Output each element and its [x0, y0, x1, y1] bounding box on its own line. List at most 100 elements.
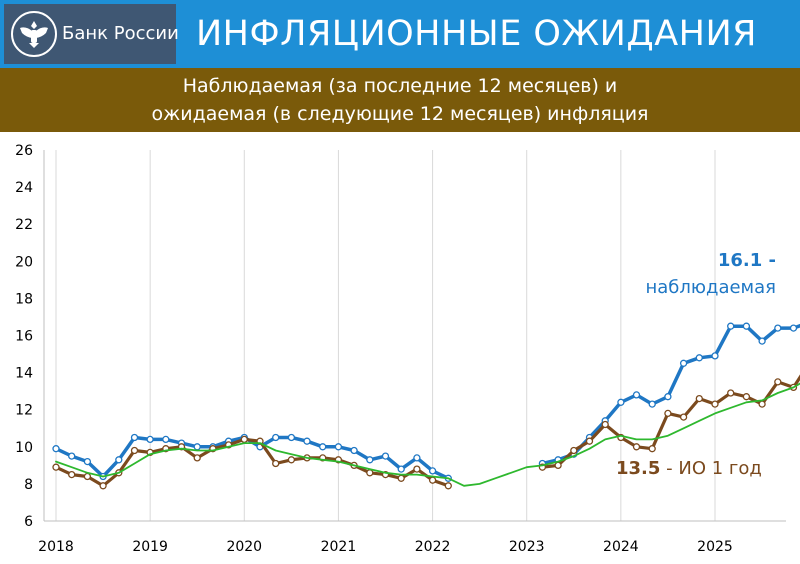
series-0-point-47 — [789, 324, 798, 332]
expected-value-label: 13.5 — [616, 458, 660, 479]
series-1-point-43 — [727, 389, 735, 397]
series-1-point-12 — [240, 435, 248, 444]
chart-series — [52, 322, 800, 490]
series-0-point-44 — [742, 322, 751, 330]
series-1-point-42 — [711, 400, 719, 408]
series-1-point-32 — [554, 461, 562, 470]
y-tick-label-12: 12 — [15, 403, 33, 419]
series-0-point-20 — [366, 456, 374, 464]
series-1-point-22 — [397, 474, 405, 482]
series-0-point-7 — [162, 435, 170, 444]
x-tick-label-2023: 2023 — [509, 539, 545, 555]
series-1-point-39 — [664, 409, 672, 418]
x-tick-label-2025: 2025 — [697, 539, 733, 555]
header-bar: Банк России ИНФЛЯЦИОННЫЕ ОЖИДАНИЯ — [0, 0, 800, 68]
series-0-point-4 — [115, 456, 123, 464]
series-1-point-33 — [570, 446, 578, 455]
series-0-point-0 — [52, 445, 60, 453]
subtitle-line-2: ожидаемая (в следующие 12 месяцев) инфля… — [151, 103, 649, 125]
series-0-point-37 — [632, 391, 641, 399]
series-1-point-37 — [632, 443, 641, 451]
series-0-point-39 — [664, 393, 672, 401]
y-tick-label-16: 16 — [15, 329, 33, 345]
series-0-point-45 — [758, 337, 766, 345]
series-1-point-23 — [413, 465, 421, 473]
series-0-point-1 — [68, 452, 76, 460]
series-1-point-3 — [99, 482, 107, 490]
series-1-point-46 — [774, 378, 782, 386]
subtitle-line-1: Наблюдаемая (за последние 12 месяцев) и — [182, 75, 618, 97]
logo-text: Банк России — [62, 23, 179, 44]
x-tick-label-2022: 2022 — [415, 539, 451, 555]
series-0-point-46 — [774, 324, 782, 332]
series-0-point-5 — [130, 433, 139, 442]
series-1-point-14 — [272, 459, 280, 468]
svg-text:13.5 - ИО 1 год: 13.5 - ИО 1 год — [616, 458, 762, 479]
series-0-point-21 — [381, 452, 390, 460]
series-1-point-9 — [193, 454, 201, 462]
x-tick-label-2024: 2024 — [603, 539, 639, 555]
series-1-point-25 — [444, 482, 452, 490]
y-tick-label-26: 26 — [15, 143, 33, 159]
y-tick-label-8: 8 — [24, 477, 33, 493]
series-0-point-38 — [648, 400, 656, 408]
series-0-point-18 — [334, 443, 343, 451]
series-0-point-36 — [617, 398, 625, 406]
series-1-point-24 — [428, 476, 437, 484]
series-0-point-41 — [695, 354, 703, 362]
y-tick-label-10: 10 — [15, 440, 33, 456]
series-0-point-42 — [711, 352, 719, 360]
series-1-point-34 — [585, 437, 594, 445]
expected-series-label: - ИО 1 год — [660, 458, 761, 479]
chart-annotations: 16.1 - наблюдаемая 13.5 - ИО 1 год — [616, 250, 776, 479]
series-1-point-35 — [601, 420, 609, 429]
series-0-point-9 — [193, 443, 201, 451]
chart-background — [0, 132, 800, 560]
series-0-point-16 — [303, 437, 311, 445]
series-1-point-15 — [287, 456, 296, 464]
series-0-point-19 — [350, 446, 358, 455]
series-0-point-40 — [679, 359, 688, 367]
series-1-point-20 — [366, 469, 374, 477]
series-0-point-14 — [272, 433, 280, 442]
series-1-point-40 — [679, 413, 688, 421]
x-tick-label-2018: 2018 — [38, 539, 74, 555]
series-1-point-44 — [742, 393, 751, 401]
x-tick-label-2019: 2019 — [132, 539, 168, 555]
bank-logo: Банк России — [4, 4, 179, 64]
series-0-point-23 — [413, 454, 421, 462]
y-tick-label-18: 18 — [15, 291, 33, 307]
chart-area: 6 8 10 12 14 16 18 20 22 24 26 2018 2019 2020 2021 2022… — [0, 132, 800, 560]
series-0-point-6 — [146, 435, 154, 444]
y-tick-label-6: 6 — [24, 514, 33, 530]
page-title: ИНФЛЯЦИОННЫЕ ОЖИДАНИЯ — [196, 14, 757, 54]
series-0-point-43 — [727, 322, 735, 330]
series-0-point-15 — [287, 433, 296, 442]
y-tick-label-20: 20 — [15, 254, 33, 270]
svg-text:16.1 -: 16.1 - — [718, 250, 776, 271]
series-0-point-22 — [397, 465, 405, 473]
series-1-point-41 — [695, 394, 703, 403]
series-1-point-2 — [83, 472, 92, 481]
y-tick-label-14: 14 — [15, 366, 33, 382]
observed-dash-label: - — [762, 250, 776, 271]
series-1-point-1 — [68, 470, 76, 479]
series-1-point-0 — [52, 463, 60, 471]
y-tick-label-24: 24 — [15, 180, 33, 196]
series-1-point-5 — [130, 446, 139, 455]
x-tick-label-2020: 2020 — [226, 539, 262, 555]
series-line-2 — [55, 382, 800, 487]
series-0-point-2 — [83, 457, 92, 466]
series-1-point-38 — [648, 445, 656, 453]
series-0-point-17 — [319, 443, 327, 451]
observed-value-label: 16.1 — [718, 250, 762, 271]
series-1-point-45 — [758, 400, 766, 408]
eagle-emblem-icon — [11, 11, 57, 57]
observed-series-label: наблюдаемая — [645, 277, 776, 298]
y-tick-label-22: 22 — [15, 217, 33, 233]
series-0-point-24 — [428, 467, 437, 475]
chart-subtitle: Наблюдаемая (за последние 12 месяцев) и … — [0, 68, 800, 132]
x-tick-label-2021: 2021 — [321, 539, 357, 555]
